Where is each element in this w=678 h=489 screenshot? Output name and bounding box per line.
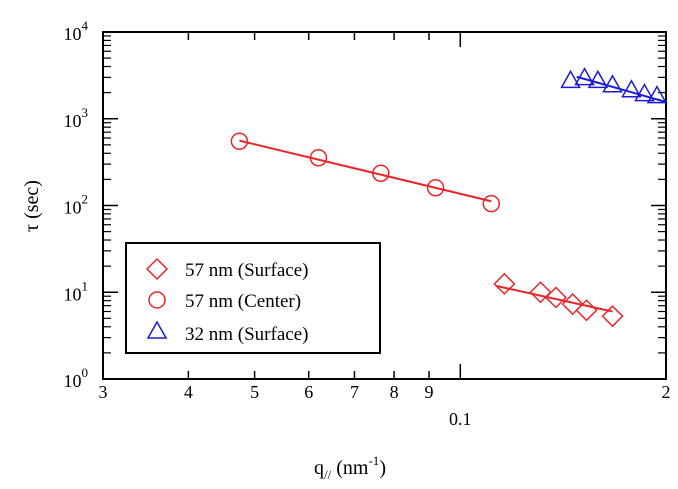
legend-label-57nm-surface: 57 nm (Surface) — [185, 260, 308, 281]
data-point-triangle — [621, 79, 642, 98]
x-tick-label: 2 — [662, 382, 671, 402]
x-axis-title-sub: // — [324, 467, 332, 482]
x-axis-title-unit-close: ) — [379, 457, 386, 479]
y-tick-label-base: 10 — [64, 284, 82, 304]
x-tick-label: 9 — [425, 382, 434, 402]
legend-marker-diamond — [145, 257, 169, 281]
y-axis-title-greek: τ — [21, 224, 43, 232]
legend-label-57nm-center: 57 nm (Center) — [185, 291, 301, 312]
legend-label-32nm-surface: 32 nm (Surface) — [185, 324, 308, 345]
data-point-diamond — [561, 293, 584, 316]
y-tick-label: 104 — [64, 18, 89, 44]
data-points — [230, 67, 668, 328]
x-tick-label: 7 — [350, 382, 359, 402]
y-axis-title: τ (sec) — [21, 180, 43, 232]
x-tick-label: 3 — [99, 382, 108, 402]
y-tick-label-exponent: 2 — [82, 192, 89, 207]
y-tick-label-exponent: 4 — [82, 18, 89, 33]
data-point-triangle — [646, 85, 668, 104]
data-point-triangle — [560, 69, 581, 89]
data-point-diamond — [493, 272, 516, 295]
y-tick-label-exponent: 1 — [82, 278, 89, 293]
y-tick-label-exponent: 3 — [82, 105, 89, 120]
y-tick-label-base: 10 — [64, 24, 82, 44]
x-axis-title: q// (nm-1) — [314, 453, 386, 482]
data-point-diamond — [575, 299, 598, 322]
y-axis-title-rest: (sec) — [21, 180, 43, 224]
legend: 57 nm (Surface) 57 nm (Center) 32 nm (Su… — [125, 242, 381, 354]
x-tick-label: 5 — [250, 382, 259, 402]
data-point-triangle — [602, 74, 623, 93]
y-tick-label: 103 — [64, 105, 89, 131]
data-point-triangle — [574, 67, 595, 86]
data-point-circle — [426, 179, 445, 197]
legend-marker-circle — [148, 291, 166, 309]
data-point-diamond — [544, 286, 567, 309]
data-point-circle — [372, 164, 390, 183]
data-point-triangle — [587, 69, 609, 89]
data-point-diamond — [601, 305, 624, 328]
x-tick-label: 0.1 — [449, 409, 472, 429]
y-tick-label-exponent: 0 — [82, 365, 89, 380]
legend-box — [125, 242, 381, 354]
data-point-diamond — [529, 281, 552, 304]
data-point-triangle — [634, 83, 655, 102]
x-axis-title-unit-sup: -1 — [368, 453, 379, 468]
legend-marker-triangle — [146, 320, 168, 339]
y-tick-label-base: 10 — [64, 111, 82, 131]
data-point-circle — [309, 149, 328, 167]
data-point-circle — [482, 194, 501, 213]
y-tick-label-base: 10 — [64, 371, 82, 391]
x-axis-title-unit: (nm — [331, 457, 369, 479]
y-tick-label: 102 — [64, 192, 89, 218]
x-tick-label: 6 — [304, 382, 313, 402]
y-tick-label-base: 10 — [64, 198, 82, 218]
axis-ticks — [102, 32, 667, 379]
x-tick-label: 4 — [184, 382, 193, 402]
data-point-circle — [230, 132, 249, 151]
fit-line — [239, 139, 492, 203]
x-tick-label: 8 — [390, 382, 399, 402]
x-axis-title-main: q — [314, 457, 324, 479]
y-tick-label: 100 — [64, 365, 89, 391]
y-tick-label: 101 — [64, 278, 89, 304]
